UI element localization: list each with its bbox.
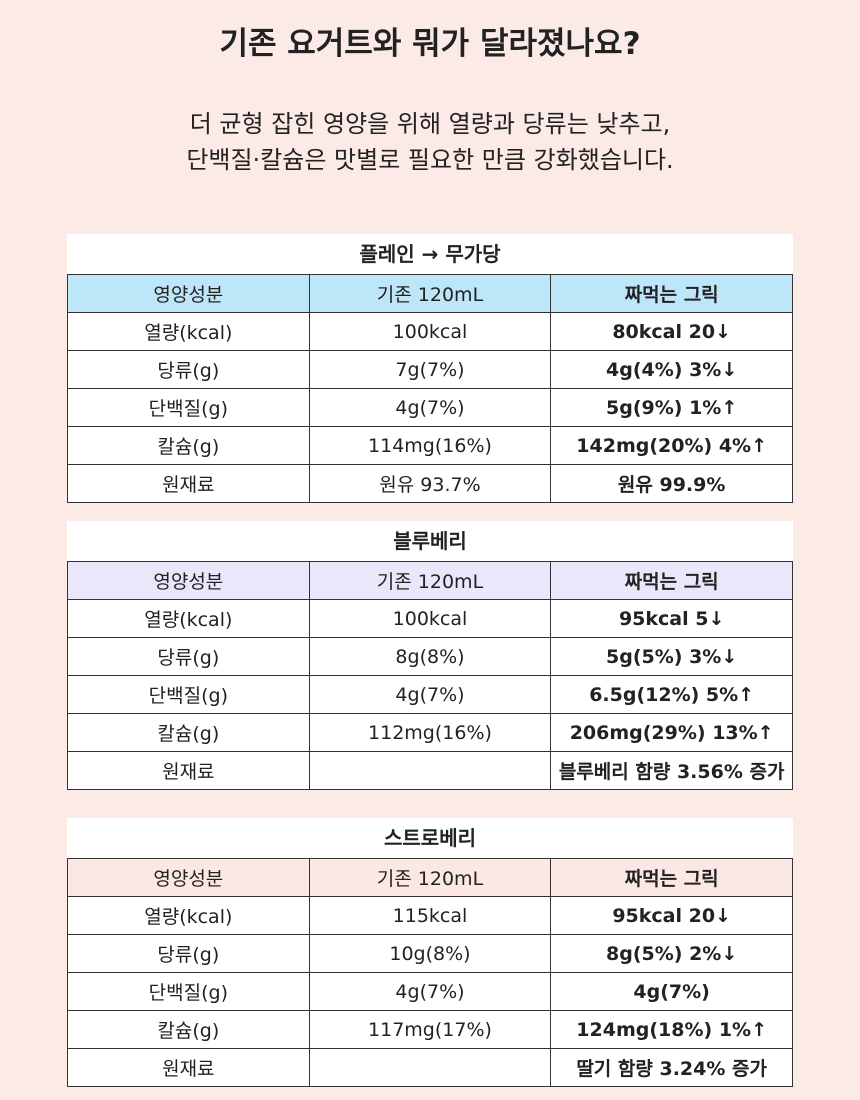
table-cell: 8g(8%) [308, 637, 552, 676]
table-cell: 112mg(16%) [308, 713, 552, 752]
table-caption: 플레인 → 무가당 [67, 234, 793, 274]
table-row: 열량(kcal) 115kcal 95kcal 20↓ [67, 896, 793, 935]
header-cell: 짜먹는 그릭 [550, 274, 793, 313]
table-cell: 95kcal 20↓ [550, 896, 793, 935]
nutrition-table: 스트로베리 영양성분 기존 120mL 짜먹는 그릭 열량(kcal) 115kcal 95… [67, 818, 793, 1087]
table-row: 원재료 원유 93.7% 원유 99.9% [67, 464, 793, 503]
table-caption: 블루베리 [67, 521, 793, 561]
table-caption: 스트로베리 [67, 818, 793, 858]
table-cell: 10g(8%) [308, 934, 552, 973]
table-row: 칼슘(g) 117mg(17%) 124mg(18%) 1%↑ [67, 1010, 793, 1049]
header-cell: 영양성분 [67, 858, 310, 897]
table-cell: 80kcal 20↓ [550, 312, 793, 351]
table-cell: 칼슘(g) [67, 426, 310, 465]
table-cell: 4g(7%) [550, 972, 793, 1011]
table-cell: 칼슘(g) [67, 713, 310, 752]
table-row: 열량(kcal) 100kcal 95kcal 5↓ [67, 599, 793, 638]
table-cell: 원재료 [67, 1048, 310, 1087]
table-cell: 5g(9%) 1%↑ [550, 388, 793, 427]
subtitle: 더 균형 잡힌 영양을 위해 열량과 당류는 낮추고, [189, 110, 671, 138]
table-cell: 원유 93.7% [308, 464, 552, 503]
header-row: 영양성분 기존 120mL 짜먹는 그릭 [67, 561, 793, 600]
header-row: 영양성분 기존 120mL 짜먹는 그릭 [67, 274, 793, 313]
table-cell: 열량(kcal) [67, 896, 310, 935]
table-cell: 142mg(20%) 4%↑ [550, 426, 793, 465]
table-cell: 4g(7%) [308, 675, 552, 714]
table-cell [308, 1048, 552, 1087]
table-cell: 열량(kcal) [67, 599, 310, 638]
table-cell: 당류(g) [67, 350, 310, 389]
table-row: 당류(g) 8g(8%) 5g(5%) 3%↓ [67, 637, 793, 676]
table-cell: 칼슘(g) [67, 1010, 310, 1049]
header-cell: 기존 120mL [308, 561, 552, 600]
header-row: 영양성분 기존 120mL 짜먹는 그릭 [67, 858, 793, 897]
table-cell: 100kcal [308, 599, 552, 638]
table-cell: 원재료 [67, 464, 310, 503]
table-cell: 4g(7%) [308, 972, 552, 1011]
table-cell: 5g(5%) 3%↓ [550, 637, 793, 676]
table-cell: 100kcal [308, 312, 552, 351]
table-cell: 당류(g) [67, 934, 310, 973]
table-row: 단백질(g) 4g(7%) 4g(7%) [67, 972, 793, 1011]
table-cell: 206mg(29%) 13%↑ [550, 713, 793, 752]
table-cell: 6.5g(12%) 5%↑ [550, 675, 793, 714]
table-cell: 단백질(g) [67, 972, 310, 1011]
table-cell: 딸기 함량 3.24% 증가 [550, 1048, 793, 1087]
table-row: 당류(g) 7g(7%) 4g(4%) 3%↓ [67, 350, 793, 389]
table-cell: 115kcal [308, 896, 552, 935]
table-cell: 4g(4%) 3%↓ [550, 350, 793, 389]
table-row: 단백질(g) 4g(7%) 5g(9%) 1%↑ [67, 388, 793, 427]
table-row: 당류(g) 10g(8%) 8g(5%) 2%↓ [67, 934, 793, 973]
table-cell: 원재료 [67, 751, 310, 790]
header-cell: 기존 120mL [308, 858, 552, 897]
table-cell: 당류(g) [67, 637, 310, 676]
table-row: 칼슘(g) 114mg(16%) 142mg(20%) 4%↑ [67, 426, 793, 465]
nutrition-table: 플레인 → 무가당 영양성분 기존 120mL 짜먹는 그릭 열량(kcal) 100kc… [67, 234, 793, 503]
nutrition-table: 블루베리 영양성분 기존 120mL 짜먹는 그릭 열량(kcal) 100kcal 95k… [67, 521, 793, 790]
table-row: 칼슘(g) 112mg(16%) 206mg(29%) 13%↑ [67, 713, 793, 752]
table-cell: 열량(kcal) [67, 312, 310, 351]
header-cell: 기존 120mL [308, 274, 552, 313]
table-cell: 95kcal 5↓ [550, 599, 793, 638]
table-cell: 단백질(g) [67, 675, 310, 714]
table-cell: 124mg(18%) 1%↑ [550, 1010, 793, 1049]
table-cell: 4g(7%) [308, 388, 552, 427]
table-row: 원재료 딸기 함량 3.24% 증가 [67, 1048, 793, 1087]
header-cell: 영양성분 [67, 561, 310, 600]
table-row: 열량(kcal) 100kcal 80kcal 20↓ [67, 312, 793, 351]
header-cell: 짜먹는 그릭 [550, 561, 793, 600]
subtitle: 단백질·칼슘은 맛별로 필요한 만큼 강화했습니다. [186, 146, 674, 174]
table-cell: 블루베리 함량 3.56% 증가 [550, 751, 793, 790]
table-row: 단백질(g) 4g(7%) 6.5g(12%) 5%↑ [67, 675, 793, 714]
table-row: 원재료 블루베리 함량 3.56% 증가 [67, 751, 793, 790]
table-cell: 7g(7%) [308, 350, 552, 389]
header-cell: 영양성분 [67, 274, 310, 313]
table-cell [308, 751, 552, 790]
table-cell: 단백질(g) [67, 388, 310, 427]
title: 기존 요거트와 뭐가 달라졌나요? [219, 26, 641, 62]
table-cell: 원유 99.9% [550, 464, 793, 503]
table-cell: 114mg(16%) [308, 426, 552, 465]
table-cell: 8g(5%) 2%↓ [550, 934, 793, 973]
header-cell: 짜먹는 그릭 [550, 858, 793, 897]
table-cell: 117mg(17%) [308, 1010, 552, 1049]
